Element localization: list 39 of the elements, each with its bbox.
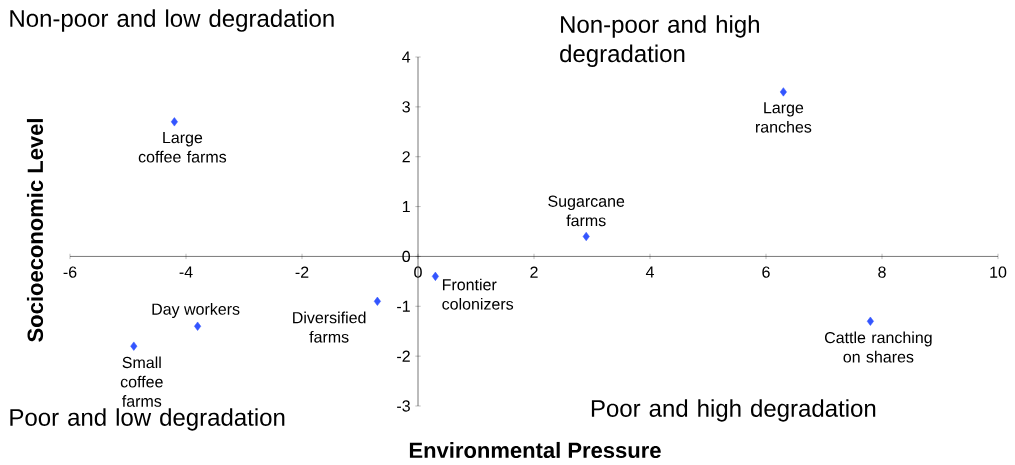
y-tick-label: 0 [402, 250, 411, 263]
x-axis-title: Environmental Pressure [409, 441, 661, 459]
x-tick-label: -6 [63, 266, 77, 278]
x-tick-label: 8 [878, 266, 886, 278]
annotation: Large ranches [756, 102, 812, 133]
y-tick-label: 2 [402, 151, 410, 163]
annotation: Cattle ranching on shares [824, 331, 932, 363]
y-tick-label: 3 [402, 101, 410, 113]
point [170, 117, 178, 127]
x-tick-label: 0 [414, 266, 422, 278]
point [194, 321, 202, 331]
y-tick-label: 4 [402, 51, 411, 63]
point [130, 341, 138, 351]
point [373, 296, 381, 306]
annotation: Day workers [152, 303, 240, 318]
y-tick-label: -2 [397, 350, 410, 362]
annotation: Frontier colonizers [442, 278, 514, 310]
text: Poor and low degradation [10, 408, 285, 431]
x-tick-label: 10 [990, 266, 1007, 278]
annotation: Small coffee farms [120, 356, 163, 407]
point [866, 316, 874, 326]
annotation: Sugarcane farms [548, 195, 625, 227]
annotation: Large coffee farms [138, 132, 227, 163]
text: Non-poor and low degradation [10, 9, 334, 32]
x-tick-label: 6 [762, 266, 770, 278]
point [779, 87, 787, 97]
point [582, 231, 590, 242]
y-tick-label: -3 [397, 400, 410, 412]
y-tick-label: 1 [402, 201, 410, 213]
x-tick-label: -2 [295, 266, 309, 278]
x-tick-label: 2 [530, 266, 538, 278]
x-tick-label: 4 [645, 266, 654, 278]
annotation: Poor and high degradation [591, 399, 876, 422]
annotation: Non-poor and high degradation [560, 15, 759, 67]
annotation: Diversified farms [293, 311, 366, 343]
x-tick-label: -4 [179, 266, 193, 278]
y-tick-label: -1 [397, 300, 410, 312]
point [431, 271, 439, 281]
y-axis-title: Socioeconomic Level [26, 119, 44, 342]
